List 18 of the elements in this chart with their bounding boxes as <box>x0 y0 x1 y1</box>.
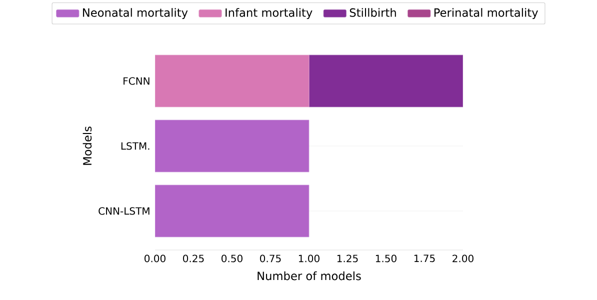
y-tick-label: LSTM. <box>121 142 150 150</box>
x-tick-label: 1.50 <box>376 254 396 262</box>
x-tick-label: 0.50 <box>222 254 242 262</box>
legend-label: Neonatal mortality <box>83 8 188 20</box>
x-tick-label: 0.00 <box>144 254 166 262</box>
legend-label: Infant mortality <box>226 8 312 20</box>
y-axis-title: Models <box>82 126 92 165</box>
legend-label: Stillbirth <box>350 8 396 17</box>
y-tick-label: FCNN <box>124 77 150 85</box>
x-tick-label: 2.00 <box>452 254 474 262</box>
x-tick-label: 1.75 <box>414 254 435 262</box>
x-tick-label: 1.25 <box>337 254 358 262</box>
x-tick-label: 0.25 <box>183 254 204 262</box>
y-tick-label: CNN-LSTM <box>98 207 150 215</box>
x-axis-title: Number of models <box>258 271 361 280</box>
x-tick-label: 0.75 <box>260 254 281 262</box>
x-tick-label: 1.00 <box>298 254 320 262</box>
legend-label: Perinatal mortality <box>434 8 538 20</box>
